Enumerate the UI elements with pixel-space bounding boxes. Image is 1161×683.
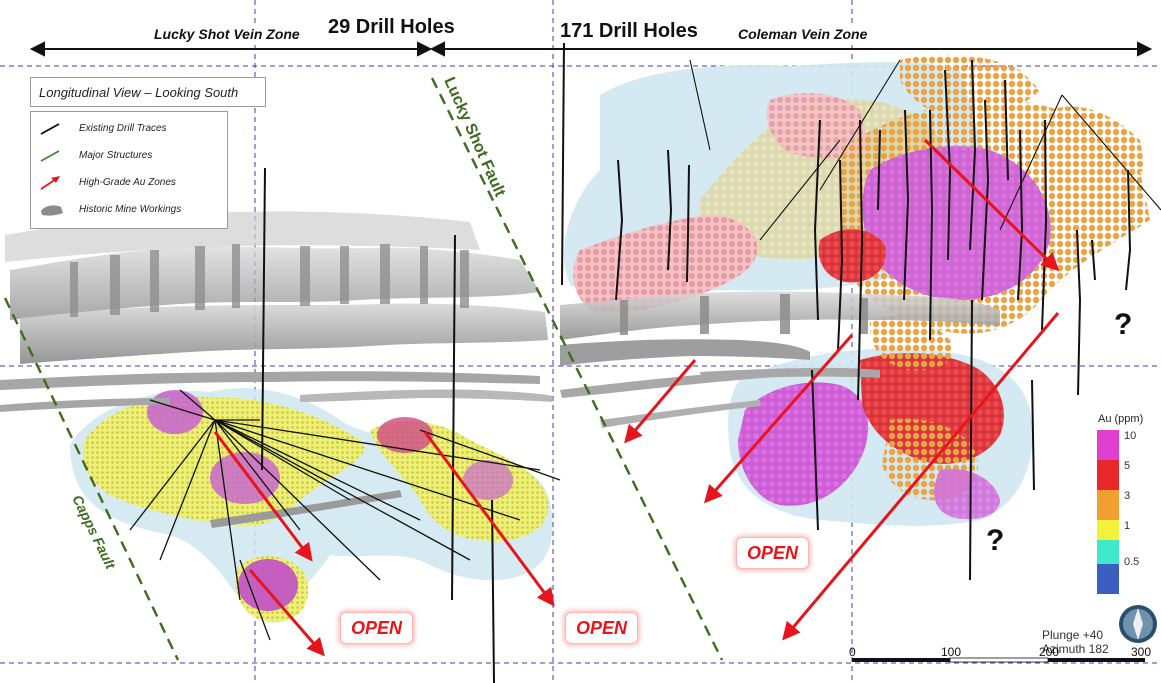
view-title-box: Longitudinal View – Looking South [30, 77, 266, 107]
open-label-lucky-shot: OPEN [340, 612, 414, 644]
scale-label-0: 0 [849, 645, 856, 659]
au-scale-title: Au (ppm) [1098, 413, 1144, 425]
capps-fault-line [3, 297, 180, 661]
au-label-5: 5 [1124, 460, 1131, 472]
legend-item-major-structures: Major Structures [39, 147, 225, 165]
drill-trace-icon [40, 123, 60, 135]
lucky-shot-vein-zone-label: Lucky Shot Vein Zone [152, 26, 302, 42]
scale-bar [852, 657, 1145, 663]
legend-item-historic-workings: Historic Mine Workings [39, 201, 225, 219]
plunge-text: Plunge +40 [1042, 628, 1104, 642]
coleman-grade-envelope [564, 54, 1150, 526]
coleman-drill-holes-count: 171 Drill Holes [558, 20, 700, 43]
view-orientation: Plunge +40 Azimuth 182 [1042, 628, 1109, 656]
au-swatch-10 [1097, 430, 1119, 460]
scale-label-100: 100 [941, 645, 962, 659]
fault-lines [3, 77, 724, 661]
historic-mine-workings-lucky-shot [0, 211, 552, 528]
zone-extent-arrows [29, 41, 1153, 57]
lucky-shot-grade-envelope [70, 388, 553, 623]
open-label-coleman: OPEN [736, 537, 810, 569]
coleman-vein-zone-label: Coleman Vein Zone [736, 26, 870, 42]
view-title: Longitudinal View – Looking South [39, 85, 239, 100]
au-swatch-1 [1097, 520, 1119, 540]
high-grade-arrows [213, 138, 1060, 657]
legend: Existing Drill Traces Major Structures H… [30, 111, 228, 229]
au-label-3: 3 [1124, 490, 1131, 502]
au-label-10: 10 [1124, 430, 1137, 442]
question-mark-2: ? [986, 524, 1004, 557]
legend-item-drill-traces: Existing Drill Traces [39, 120, 225, 138]
north-compass-icon [1119, 605, 1157, 643]
lucky-shot-fault-line [430, 77, 724, 661]
drill-traces [129, 41, 1161, 683]
red-arrow-icon [40, 176, 60, 190]
au-label-1: 1 [1124, 520, 1131, 532]
legend-item-high-grade: High-Grade Au Zones [39, 174, 225, 192]
major-structure-icon [40, 150, 60, 162]
au-swatch-3 [1097, 490, 1119, 520]
au-swatch-5 [1097, 460, 1119, 490]
mine-workings-icon [41, 205, 63, 216]
au-swatch-low [1097, 564, 1119, 594]
scale-label-300: 300 [1131, 645, 1152, 659]
au-label-0-5: 0.5 [1124, 556, 1140, 568]
scale-label-200: 200 [1039, 645, 1060, 659]
lucky-shot-drill-holes-count: 29 Drill Holes [326, 16, 457, 39]
au-swatch-0-5 [1097, 540, 1119, 564]
question-mark-1: ? [1114, 308, 1132, 341]
azimuth-text: Azimuth 182 [1042, 642, 1109, 656]
open-label-central: OPEN [565, 612, 639, 644]
lucky-shot-fault-label: Lucky Shot Fault [440, 75, 508, 200]
